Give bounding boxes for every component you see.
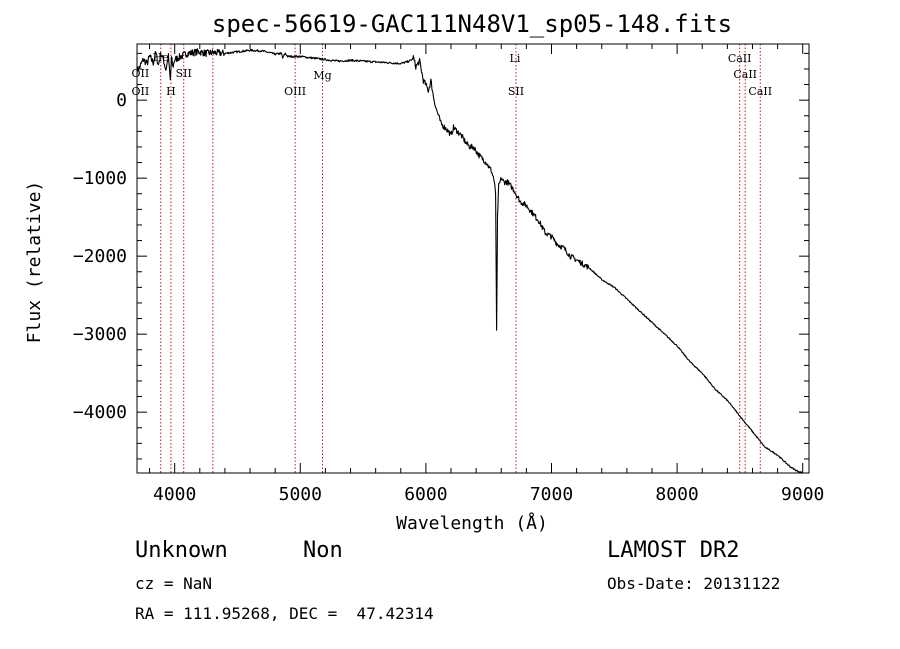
marker-label: SII bbox=[176, 67, 192, 80]
marker-label: SII bbox=[508, 85, 524, 98]
y-tick-label: −2000 bbox=[73, 246, 127, 267]
coordinates: RA = 111.95268, DEC = 47.42314 bbox=[135, 604, 434, 623]
x-axis-ticks: 4000 5000 6000 7000 8000 9000 bbox=[149, 44, 824, 505]
chart-title: spec-56619-GAC111N48V1_sp05-148.fits bbox=[212, 10, 732, 38]
x-tick-label: 7000 bbox=[530, 484, 573, 505]
marker-label: CaII bbox=[748, 85, 772, 98]
observation-date: Obs-Date: 20131122 bbox=[607, 574, 781, 593]
y-tick-label: 0 bbox=[116, 90, 127, 111]
y-axis-ticks: 0 −1000 −2000 −3000 −4000 bbox=[73, 52, 809, 460]
x-tick-label: 5000 bbox=[279, 484, 322, 505]
marker-label: H bbox=[166, 85, 176, 98]
x-tick-label: 8000 bbox=[655, 484, 698, 505]
marker-label: CaII bbox=[728, 52, 752, 65]
marker-label: OII bbox=[132, 67, 150, 80]
spectrum-line bbox=[136, 48, 803, 474]
plot-frame bbox=[136, 43, 810, 474]
y-axis-label: Flux (relative) bbox=[24, 181, 45, 344]
spectral-line-markers bbox=[160, 44, 761, 473]
x-tick-label: 4000 bbox=[153, 484, 196, 505]
marker-label: OIII bbox=[284, 85, 306, 98]
object-class: Unknown bbox=[135, 538, 228, 563]
object-subclass: Non bbox=[303, 538, 343, 563]
x-axis-label: Wavelength (Å) bbox=[396, 512, 548, 534]
y-tick-label: −4000 bbox=[73, 402, 127, 423]
x-tick-label: 9000 bbox=[781, 484, 824, 505]
redshift-cz: cz = NaN bbox=[135, 574, 213, 593]
survey-name: LAMOST DR2 bbox=[607, 538, 740, 563]
marker-label: Mg bbox=[313, 69, 331, 82]
marker-label: Li bbox=[510, 52, 521, 65]
x-tick-label: 6000 bbox=[404, 484, 447, 505]
y-tick-label: −1000 bbox=[73, 168, 127, 189]
marker-label: OII bbox=[132, 85, 150, 98]
y-tick-label: −3000 bbox=[73, 324, 127, 345]
marker-label: CaII bbox=[733, 68, 757, 81]
